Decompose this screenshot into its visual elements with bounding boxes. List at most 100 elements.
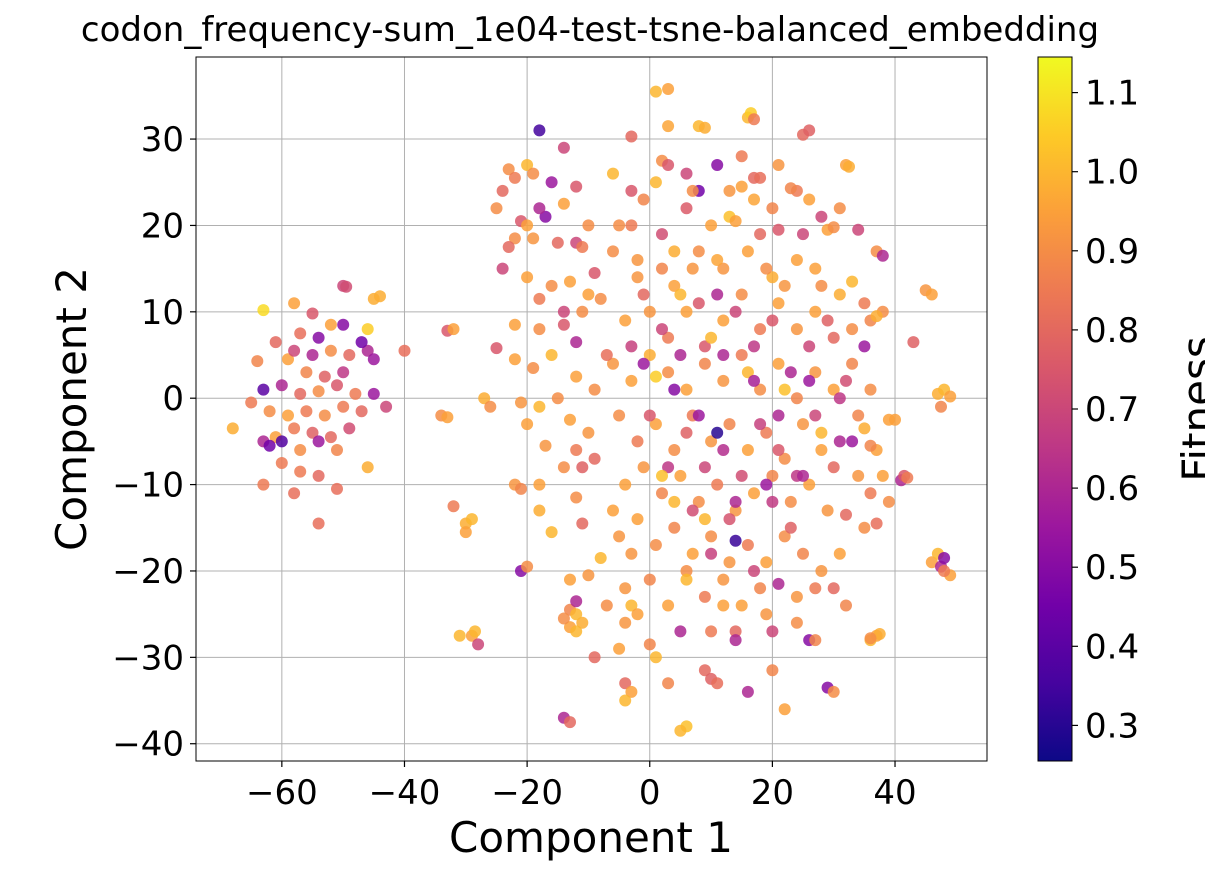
scatter-point: [625, 547, 638, 560]
scatter-point: [754, 171, 767, 184]
scatter-point: [784, 495, 797, 508]
scatter-point: [533, 323, 546, 336]
scatter-point: [527, 362, 540, 374]
scatter-point: [717, 349, 730, 361]
scatter-point: [637, 193, 650, 206]
scatter-point: [705, 625, 718, 638]
scatter-point: [570, 491, 583, 504]
scatter-point: [625, 219, 638, 232]
scatter-point: [711, 288, 724, 301]
scatter-point: [441, 411, 454, 424]
scatter-point: [521, 271, 534, 284]
scatter-point: [312, 517, 325, 530]
scatter-point: [337, 318, 350, 331]
scatter-point: [717, 599, 730, 612]
x-tick-label: −60: [246, 773, 318, 813]
scatter-point: [656, 228, 668, 241]
scatter-point: [735, 150, 748, 163]
scatter-point: [496, 262, 509, 275]
scatter-point: [833, 288, 846, 301]
scatter-point: [288, 344, 301, 357]
scatter-point: [533, 292, 546, 305]
scatter-point: [680, 202, 693, 215]
scatter-point: [312, 469, 325, 482]
plot-frame: [195, 56, 988, 762]
scatter-point: [294, 387, 307, 400]
scatter-point: [545, 279, 558, 292]
colorbar-title: Fitness: [1173, 336, 1205, 481]
scatter-point: [662, 331, 675, 344]
scatter-point: [674, 724, 687, 737]
scatter-point: [692, 245, 705, 258]
scatter-point: [251, 355, 264, 368]
scatter-point: [729, 625, 742, 638]
scatter-point: [827, 221, 840, 234]
scatter-point: [772, 577, 785, 590]
scatter-point: [772, 444, 785, 456]
scatter-point: [631, 435, 644, 448]
scatter-point: [925, 556, 938, 569]
scatter-point: [576, 616, 589, 629]
scatter-point: [643, 409, 656, 422]
scatter-point: [582, 426, 595, 439]
scatter-point: [698, 513, 711, 526]
scatter-point: [331, 379, 343, 392]
scatter-point: [711, 426, 724, 439]
scatter-point: [840, 374, 852, 387]
scatter-point: [797, 469, 809, 482]
scatter-point: [754, 582, 767, 595]
scatter-point: [656, 323, 668, 336]
colorbar-tick-label: 0.5: [1085, 548, 1139, 588]
scatter-point: [864, 487, 877, 500]
scatter-point: [717, 262, 730, 275]
scatter-point: [766, 664, 779, 677]
scatter-point: [631, 608, 644, 621]
y-tick-label: 20: [141, 206, 184, 246]
scatter-point: [613, 409, 626, 422]
scatter-point: [815, 210, 828, 223]
scatter-point: [576, 517, 589, 530]
scatter-point: [306, 307, 319, 320]
x-axis-title: Component 1: [449, 813, 733, 862]
scatter-point: [809, 582, 822, 595]
scatter-point: [662, 120, 675, 133]
scatter-point: [557, 318, 570, 331]
scatter-point: [521, 560, 534, 573]
scatter-point: [275, 379, 288, 392]
scatter-point: [711, 677, 724, 690]
scatter-point: [705, 547, 718, 560]
scatter-point: [778, 703, 791, 716]
scatter-points: [226, 83, 957, 737]
scatter-point: [692, 297, 705, 310]
scatter-point: [735, 288, 748, 301]
scatter-point: [496, 184, 509, 197]
scatter-point: [582, 219, 595, 232]
y-tick-label: 10: [141, 293, 184, 333]
scatter-point: [564, 716, 576, 729]
colorbar: [1037, 56, 1073, 762]
scatter-point: [226, 422, 239, 435]
scatter-point: [723, 513, 736, 526]
scatter-point: [876, 249, 889, 262]
scatter-point: [380, 400, 393, 413]
scatter-point: [643, 573, 656, 586]
scatter-point: [533, 478, 546, 491]
scatter-point: [570, 336, 583, 349]
colorbar-tick-label: 1.1: [1085, 74, 1139, 114]
scatter-point: [257, 383, 270, 396]
scatter-point: [588, 651, 601, 664]
scatter-point: [355, 336, 368, 349]
scatter-point: [698, 357, 711, 370]
scatter-point: [692, 495, 705, 508]
scatter-point: [306, 426, 319, 439]
scatter-point: [600, 349, 613, 361]
scatter-point: [674, 469, 687, 482]
y-axis-title: Component 2: [47, 267, 96, 551]
scatter-point: [257, 478, 270, 491]
scatter-point: [508, 318, 521, 331]
scatter-point: [478, 392, 491, 405]
scatter-point: [600, 599, 613, 612]
scatter-point: [564, 275, 576, 288]
colorbar-tick-label: 0.7: [1085, 390, 1139, 430]
